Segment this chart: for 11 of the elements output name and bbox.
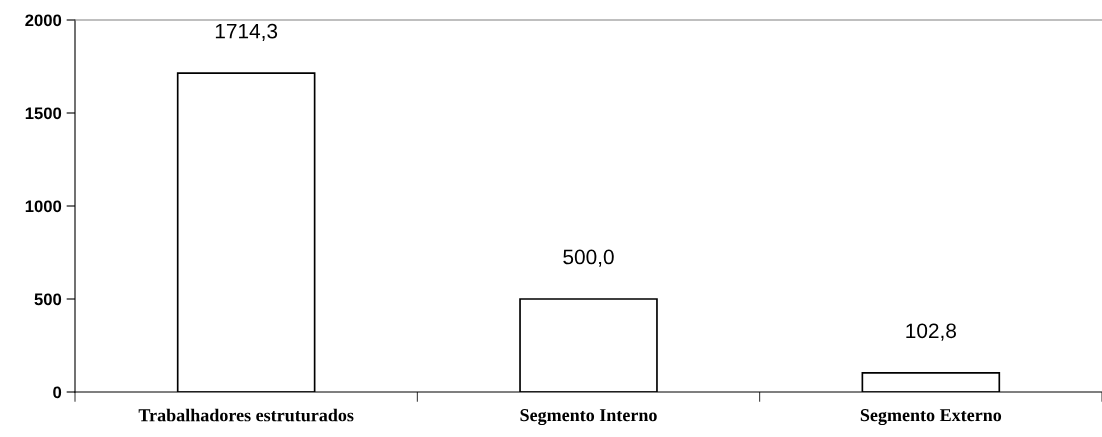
y-tick-label: 0 bbox=[53, 386, 62, 399]
y-tick-label: 2000 bbox=[25, 14, 62, 27]
y-tick-label: 500 bbox=[34, 293, 62, 306]
y-tick-label: 1000 bbox=[25, 200, 62, 213]
x-tick-label: Segmento Interno bbox=[520, 409, 657, 426]
x-tick-label: Trabalhadores estruturados bbox=[138, 408, 354, 422]
data-label: 1714,3 bbox=[215, 23, 278, 41]
x-tick-label: Segmento Externo bbox=[860, 409, 1002, 426]
y-tick-label: 1500 bbox=[25, 107, 62, 120]
data-label: 500,0 bbox=[563, 249, 614, 267]
data-label: 102,8 bbox=[906, 323, 956, 341]
